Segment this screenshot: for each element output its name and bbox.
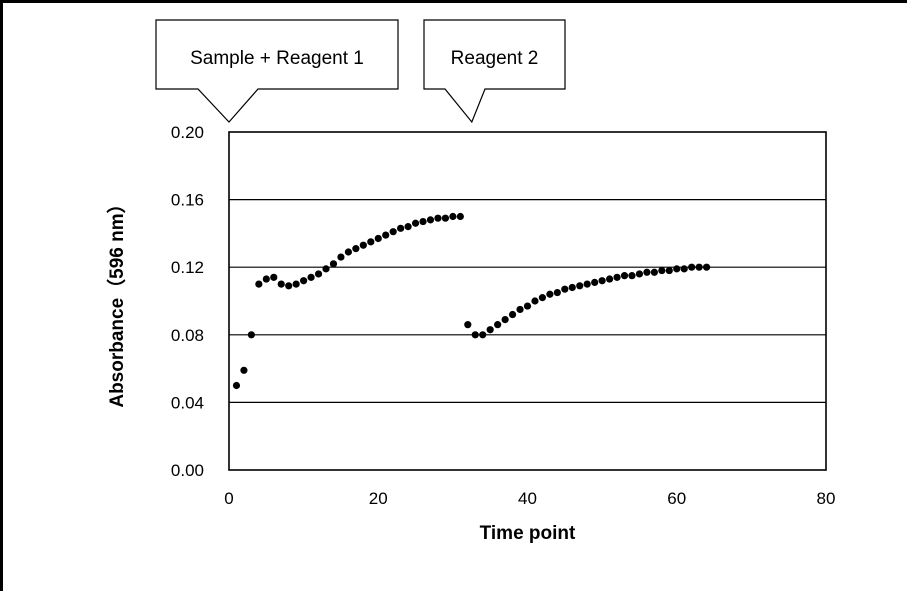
- data-point: [568, 283, 576, 292]
- data-point: [449, 212, 457, 221]
- data-point: [262, 275, 270, 283]
- data-point: [650, 268, 658, 276]
- data-point: [546, 290, 554, 298]
- data-point: [508, 310, 517, 319]
- x-tick-label: 60: [667, 489, 686, 508]
- y-tick-labels: 0.00 0.04 0.08 0.12 0.16 0.20: [171, 123, 204, 480]
- data-point: [561, 285, 569, 293]
- y-tick-label: 0.04: [171, 393, 204, 412]
- x-tick-labels: 0 20 40 60 80: [224, 489, 835, 508]
- y-tick-label: 0.00: [171, 461, 204, 480]
- data-point: [270, 273, 278, 281]
- y-tick-label: 0.20: [171, 123, 204, 142]
- data-point: [665, 266, 673, 275]
- data-point: [285, 282, 293, 290]
- data-point: [688, 263, 696, 271]
- data-point: [658, 266, 666, 275]
- y-axis-title: Absorbance（596 nm）: [105, 194, 128, 407]
- data-point: [501, 315, 509, 324]
- data-point: [605, 275, 614, 283]
- data-point: [516, 305, 524, 314]
- data-point: [464, 321, 472, 329]
- data-point: [232, 381, 241, 390]
- data-point: [591, 278, 599, 287]
- data-point: [322, 265, 330, 273]
- callout-label: Sample + Reagent 1: [190, 48, 364, 69]
- plot-area: [228, 131, 827, 471]
- data-point: [494, 321, 502, 329]
- data-point: [486, 326, 494, 334]
- data-point: [389, 228, 397, 236]
- data-point: [673, 265, 681, 273]
- data-point: [538, 294, 547, 302]
- data-point: [583, 280, 591, 288]
- data-point: [553, 288, 561, 297]
- x-tick-label: 40: [518, 489, 537, 508]
- data-point: [456, 212, 464, 221]
- data-point: [374, 234, 382, 243]
- data-point: [434, 214, 442, 222]
- data-point: [344, 248, 352, 256]
- data-point: [620, 272, 629, 280]
- data-point: [367, 238, 375, 246]
- callout-label: Reagent 2: [451, 48, 539, 69]
- callout-box: [423, 19, 566, 124]
- data-point: [277, 280, 285, 288]
- data-point: [300, 277, 308, 285]
- grid-lines: [229, 199, 826, 403]
- y-tick-label: 0.12: [171, 258, 204, 277]
- data-point: [643, 268, 651, 276]
- x-axis-title: Time point: [480, 523, 576, 544]
- data-point: [695, 263, 703, 271]
- annotations: Sample + Reagent 1 Reagent 2: [155, 19, 566, 124]
- data-point: [426, 216, 435, 224]
- data-point: [531, 297, 539, 305]
- data-point: [255, 280, 263, 288]
- data-point: [680, 265, 688, 273]
- data-point: [419, 217, 427, 226]
- data-point: [292, 280, 300, 288]
- data-point: [240, 366, 248, 374]
- data-point: [471, 331, 479, 339]
- data-point: [404, 223, 412, 231]
- data-point: [576, 282, 584, 290]
- data-point: [479, 331, 487, 339]
- x-tick-label: 0: [224, 489, 233, 508]
- data-point: [337, 253, 345, 261]
- data-point: [613, 273, 621, 281]
- data-point: [307, 273, 315, 281]
- data-point: [703, 263, 711, 271]
- data-point: [359, 241, 367, 249]
- data-point: [247, 331, 255, 339]
- data-point: [352, 245, 360, 253]
- data-point: [411, 219, 420, 227]
- x-tick-label: 20: [369, 489, 388, 508]
- data-point: [382, 231, 390, 239]
- x-tick-label: 80: [817, 489, 836, 508]
- callout-box: [155, 19, 399, 123]
- data-point: [397, 224, 405, 232]
- data-point: [523, 302, 532, 310]
- data-points: [232, 212, 711, 390]
- data-point: [329, 260, 338, 268]
- data-point: [628, 272, 636, 280]
- data-point: [314, 270, 323, 278]
- data-point: [635, 270, 644, 278]
- y-tick-label: 0.08: [171, 326, 204, 345]
- data-point: [598, 277, 606, 285]
- y-tick-label: 0.16: [171, 191, 204, 210]
- data-point: [441, 214, 450, 222]
